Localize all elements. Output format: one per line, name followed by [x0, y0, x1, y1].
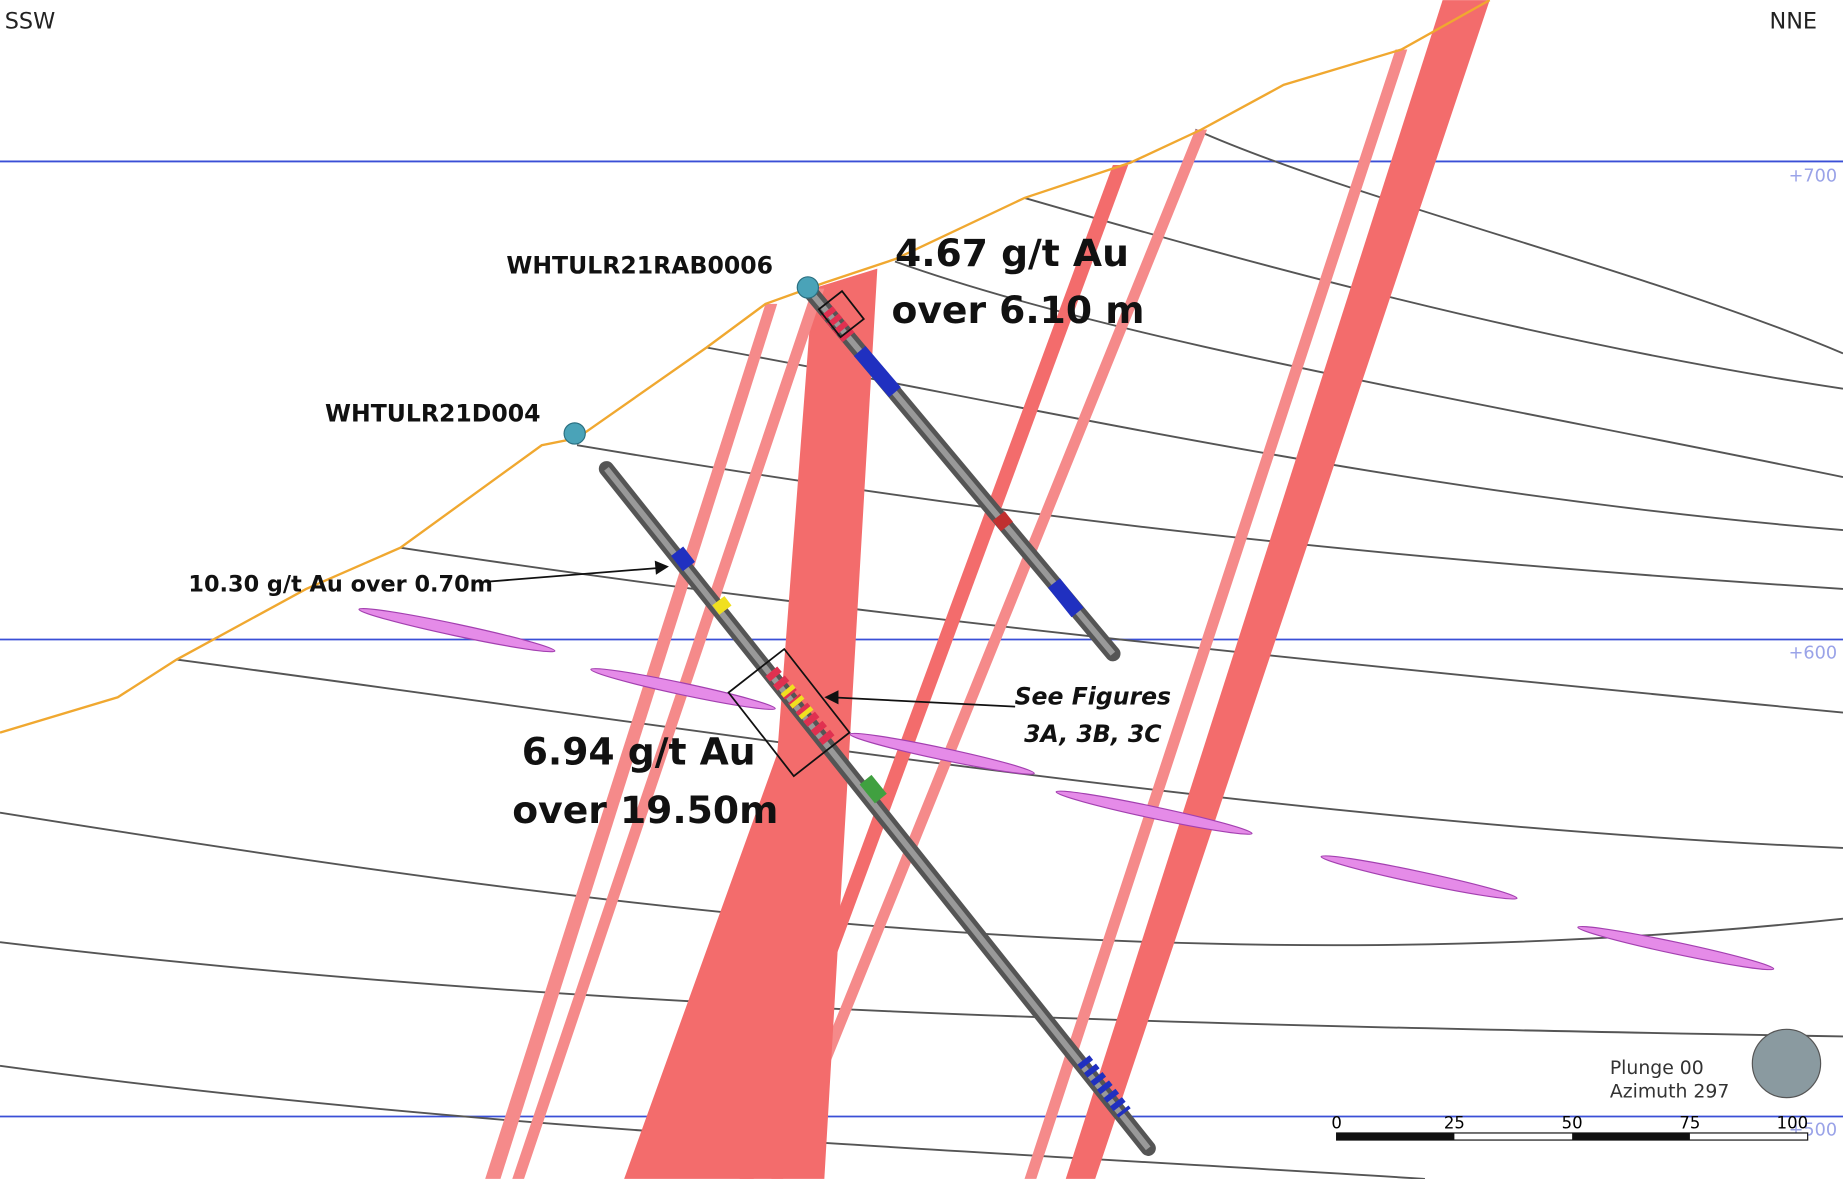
arrow-head — [824, 690, 839, 705]
orientation-left: SSW — [5, 8, 56, 34]
scale-label: 100 — [1777, 1113, 1808, 1132]
lenses — [358, 607, 1775, 971]
orientation-globe — [1751, 1028, 1822, 1099]
scale-label: 50 — [1562, 1113, 1583, 1132]
scale-label: 0 — [1331, 1113, 1341, 1132]
veins — [485, 0, 1490, 1179]
figures-ref: See Figures — [1015, 682, 1171, 710]
drillhole-d004 — [563, 422, 1156, 1156]
figures-ref: 3A, 3B, 3C — [1024, 720, 1162, 748]
minor-intercept-label: 10.30 g/t Au over 0.70m — [188, 571, 493, 597]
drillhole-rab0006 — [796, 276, 1121, 662]
elevation-label: +700 — [1789, 166, 1838, 186]
scale-bar: 0 25 50 75 100 — [1331, 1113, 1809, 1141]
elevation-label: +600 — [1789, 643, 1838, 663]
orientation-right: NNE — [1769, 8, 1817, 34]
arrow-head — [654, 560, 669, 575]
intercept-label: 4.67 g/t Au — [895, 231, 1129, 275]
scale-label: 25 — [1444, 1113, 1465, 1132]
plunge: Plunge 00 — [1610, 1058, 1704, 1079]
scale-label: 75 — [1679, 1113, 1700, 1132]
drillhole-label: WHTULR21D004 — [325, 400, 540, 428]
intercept-label: 6.94 g/t Au — [522, 729, 756, 773]
intercept-label: over 19.50m — [512, 788, 778, 832]
topography — [0, 0, 1491, 734]
intercept-label: over 6.10 m — [891, 288, 1144, 332]
arrow — [485, 566, 662, 583]
arrow — [830, 696, 1016, 708]
intercept-box — [727, 647, 851, 778]
drillhole-label: WHTULR21RAB0006 — [506, 251, 773, 279]
intercept-box — [817, 289, 866, 339]
azimuth: Azimuth 297 — [1610, 1082, 1730, 1103]
